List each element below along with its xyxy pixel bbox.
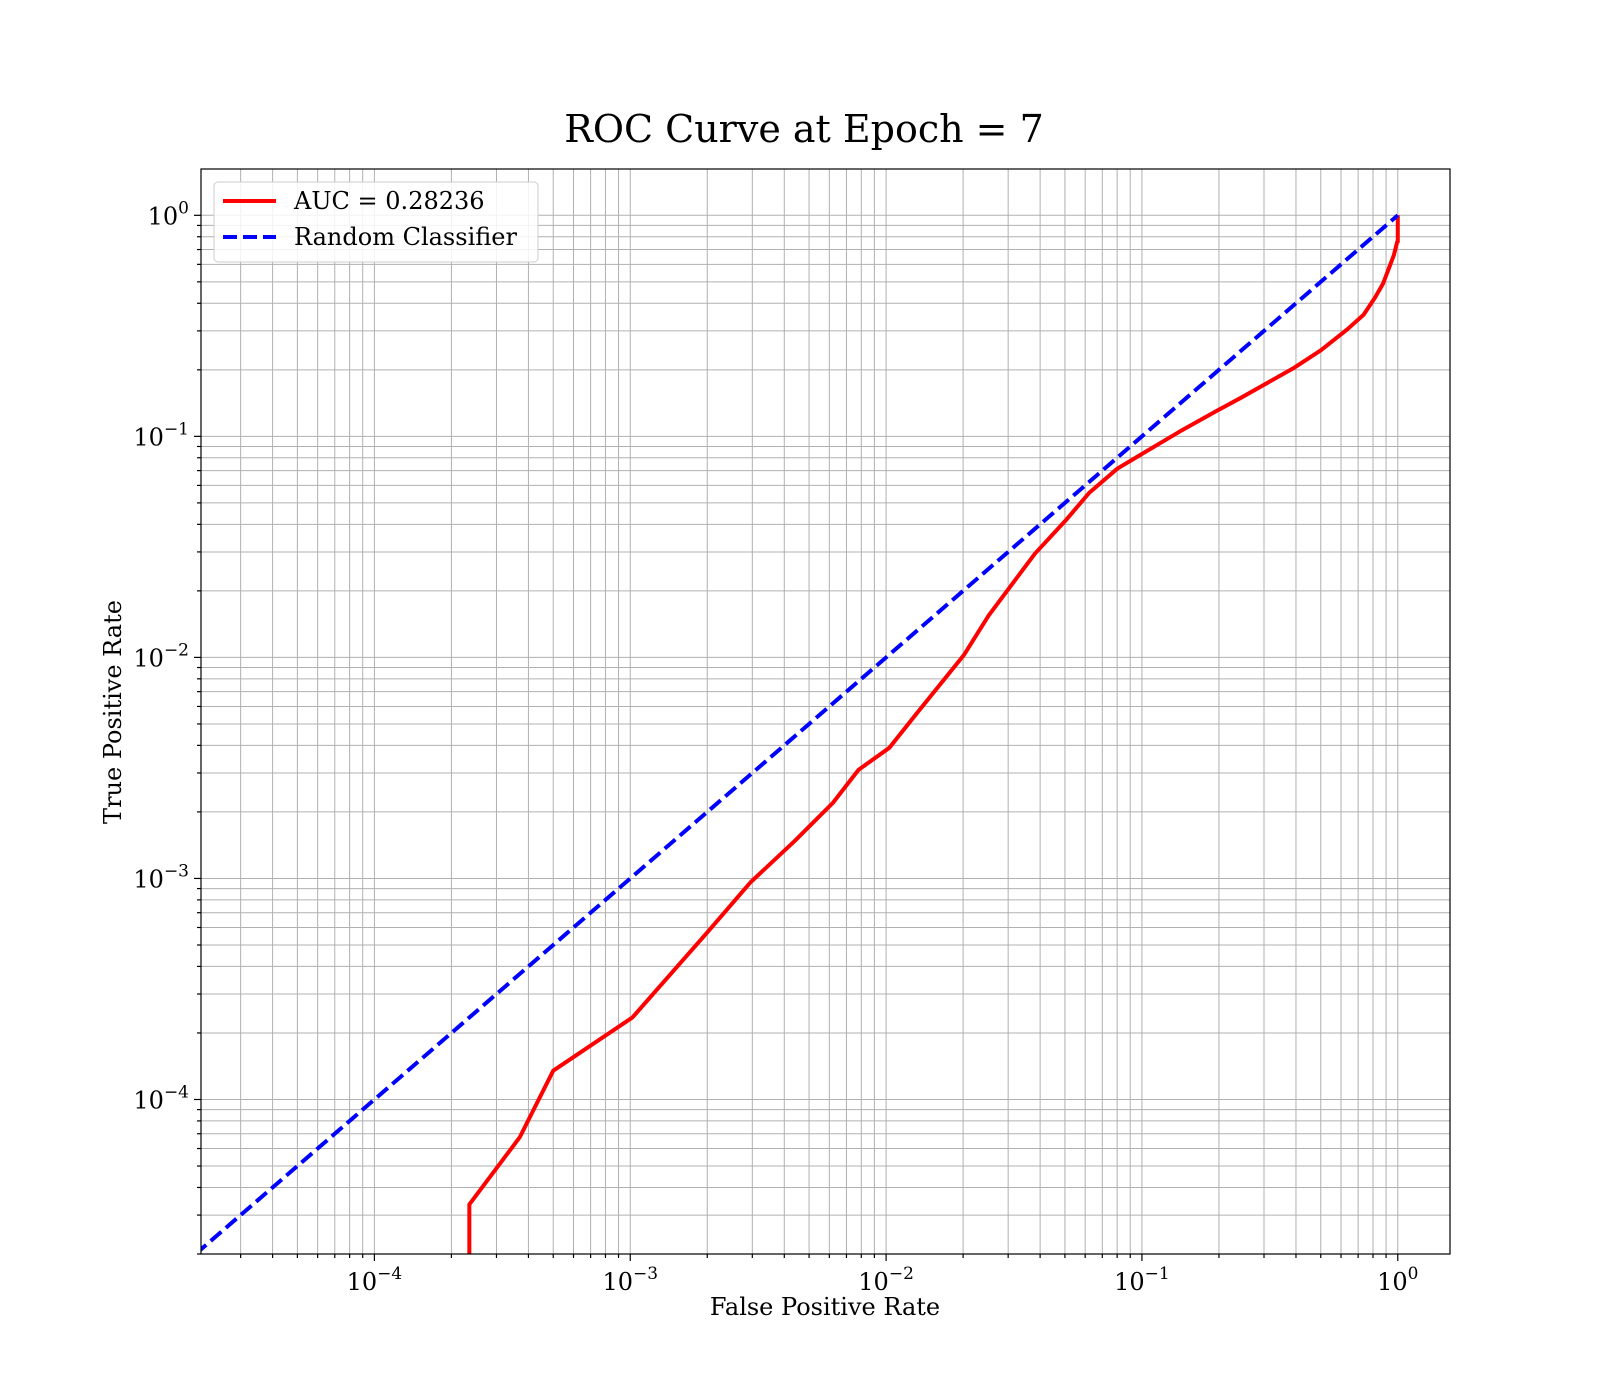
x-tick-label: 10−2 xyxy=(858,1264,914,1296)
x-axis-label: False Positive Rate xyxy=(710,1293,940,1321)
x-tick-label: 10−1 xyxy=(1114,1264,1170,1296)
x-tick-label: 10−4 xyxy=(347,1264,403,1296)
plot-frame xyxy=(200,168,1451,1255)
y-tick-label: 10−3 xyxy=(133,861,189,893)
legend-label-auc: AUC = 0.28236 xyxy=(293,187,485,215)
legend-box xyxy=(213,181,539,263)
y-tick-label: 10−2 xyxy=(133,640,189,672)
y-tick-label: 100 xyxy=(148,198,189,230)
y-axis-label: True Positive Rate xyxy=(99,600,127,824)
axis-ticks: 10−4 10−3 10−2 10−1 100 10−4 10−3 10−2 10−1 100 xyxy=(133,198,1418,1296)
legend-label-random: Random Classifier xyxy=(294,223,517,251)
grid-lines xyxy=(201,169,1450,1255)
y-tick-label: 10−1 xyxy=(133,419,189,451)
random-classifier-line xyxy=(201,213,1400,1252)
chart-title: ROC Curve at Epoch = 7 xyxy=(564,107,1044,151)
x-tick-label: 100 xyxy=(1377,1264,1418,1296)
x-tick-label: 10−3 xyxy=(602,1264,658,1296)
y-tick-label: 10−4 xyxy=(133,1082,189,1114)
series-lines xyxy=(201,213,1400,1254)
roc-curve-line xyxy=(467,215,1400,1254)
legend: AUC = 0.28236 Random Classifier xyxy=(213,181,539,263)
